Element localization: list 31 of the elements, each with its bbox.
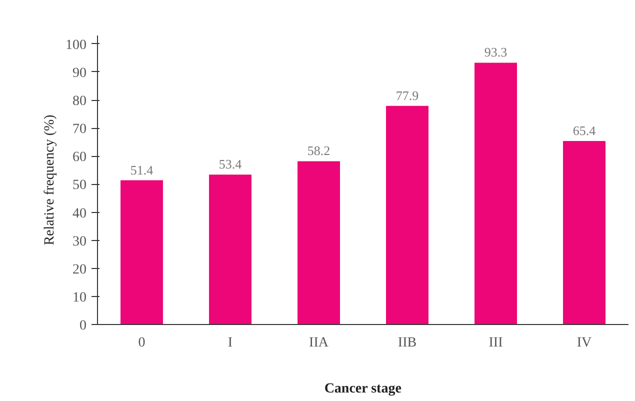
x-tick-label: IIA — [309, 336, 330, 350]
y-tick-label: 0 — [80, 318, 86, 334]
y-tick-label: 40 — [72, 206, 86, 222]
x-axis-title: Cancer stage — [324, 382, 402, 396]
bar — [474, 62, 517, 324]
data-label: 53.4 — [218, 156, 242, 172]
y-tick-label: 70 — [72, 122, 86, 138]
data-label: 65.4 — [572, 123, 596, 138]
y-tick-label: 10 — [72, 290, 86, 306]
y-tick-label: 100 — [66, 38, 86, 53]
y-tick-label: 20 — [72, 262, 86, 278]
bar — [209, 174, 252, 324]
bar — [120, 180, 163, 324]
y-axis-title: Relative frequency (%) — [42, 114, 58, 246]
bar — [298, 161, 340, 324]
y-tick-label: 50 — [72, 178, 86, 194]
y-tick-label: 30 — [72, 234, 86, 250]
x-tick-label: IIB — [398, 336, 417, 350]
data-label: 93.3 — [484, 44, 508, 60]
y-tick-label: 60 — [72, 150, 86, 166]
y-tick-label: 90 — [72, 66, 86, 81]
bar — [563, 141, 606, 324]
x-tick-label: 0 — [138, 336, 146, 350]
x-tick-label: I — [228, 336, 233, 350]
data-label: 51.4 — [130, 162, 154, 178]
bar — [386, 106, 428, 324]
x-tick-label: IV — [576, 336, 592, 350]
data-label: 58.2 — [307, 143, 330, 158]
data-label: 77.9 — [396, 88, 419, 103]
y-tick-label: 80 — [72, 94, 86, 110]
x-tick-label: III — [488, 336, 504, 350]
